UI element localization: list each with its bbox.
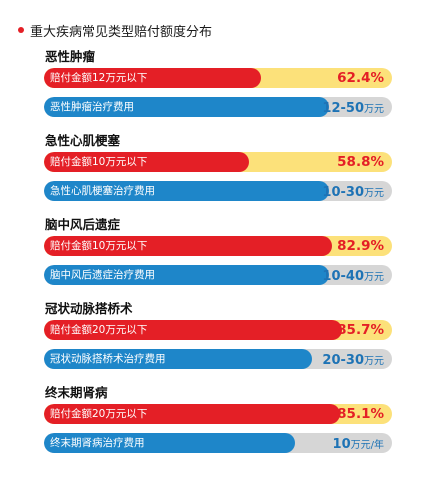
disease-section: 急性心肌梗塞赔付金额10万元以下 58.8% 急性心肌梗塞治疗费用 10-30万元 [0,130,430,216]
cost-bar: 冠状动脉搭桥术治疗费用 20-30万元 [44,349,392,369]
cost-range-unit: 万元/年 [350,440,384,451]
payout-bar-fill [44,404,341,424]
cost-bar: 恶性肿瘤治疗费用 12-50万元 [44,97,392,117]
payout-bar: 赔付金额12万元以下 62.4% [44,68,392,88]
cost-range-value: 20-30 [322,353,364,368]
cost-bar-fill [44,97,330,117]
cost-label: 脑中风后遗症治疗费用 [50,269,155,281]
cost-label: 急性心肌梗塞治疗费用 [50,185,155,197]
cost-bar-fill [44,349,312,369]
payout-label: 赔付金额10万元以下 [50,156,148,168]
cost-range-unit: 万元 [364,104,384,115]
payout-bar-fill [44,152,249,172]
payout-label: 赔付金额12万元以下 [50,72,148,84]
payout-bar-fill [44,68,262,88]
chart-title: 重大疾病常见类型赔付额度分布 [30,24,213,40]
cost-label: 冠状动脉搭桥术治疗费用 [50,353,166,365]
cost-range-value: 10 [332,437,351,452]
payout-percentage: 58.8% [337,154,384,170]
cost-range-value: 12-50 [322,101,364,116]
payout-label: 赔付金额10万元以下 [50,240,148,252]
disease-section: 冠状动脉搭桥术赔付金额20万元以下 85.7% 冠状动脉搭桥术治疗费用 20-30万元 [0,298,430,384]
payout-bar: 赔付金额10万元以下 82.9% [44,236,392,256]
payout-percentage: 85.1% [337,406,384,422]
cost-range-unit: 万元 [364,272,384,283]
disease-section: 恶性肿瘤赔付金额12万元以下 62.4% 恶性肿瘤治疗费用 12-50万元 [0,46,430,132]
disease-section: 脑中风后遗症赔付金额10万元以下 82.9% 脑中风后遗症治疗费用 10-40万元 [0,214,430,300]
payout-bar: 赔付金额10万元以下 58.8% [44,152,392,172]
title-bullet-icon [18,27,24,33]
disease-name: 急性心肌梗塞 [45,133,121,148]
disease-section: 终末期肾病赔付金额20万元以下 85.1% 终末期肾病治疗费用 10万元/年 [0,382,430,468]
cost-bar: 脑中风后遗症治疗费用 10-40万元 [44,265,392,285]
cost-range: 10-30万元 [322,181,384,201]
disease-name: 脑中风后遗症 [45,217,121,232]
cost-range: 12-50万元 [322,97,384,117]
cost-range-value: 10-40 [322,269,364,284]
cost-range-unit: 万元 [364,356,384,367]
cost-range-unit: 万元 [364,188,384,199]
payout-percentage: 62.4% [337,70,384,86]
payout-bar: 赔付金额20万元以下 85.7% [44,320,392,340]
chart-header: 重大疾病常见类型赔付额度分布 [18,20,212,40]
cost-range-value: 10-30 [322,185,364,200]
cost-range: 20-30万元 [322,349,384,369]
cost-bar: 终末期肾病治疗费用 10万元/年 [44,433,392,453]
payout-percentage: 82.9% [337,238,384,254]
disease-name: 恶性肿瘤 [45,49,96,64]
cost-bar: 急性心肌梗塞治疗费用 10-30万元 [44,181,392,201]
disease-name: 终末期肾病 [45,385,108,400]
cost-range: 10-40万元 [322,265,384,285]
payout-bar-fill [44,320,343,340]
payout-percentage: 85.7% [337,322,384,338]
cost-label: 终末期肾病治疗费用 [50,437,145,449]
cost-range: 10万元/年 [333,433,384,453]
cost-label: 恶性肿瘤治疗费用 [50,101,134,113]
payout-label: 赔付金额20万元以下 [50,408,148,420]
disease-name: 冠状动脉搭桥术 [45,301,133,316]
cost-bar-fill [44,181,330,201]
payout-bar: 赔付金额20万元以下 85.1% [44,404,392,424]
cost-bar-fill [44,433,295,453]
payout-bar-fill [44,236,333,256]
cost-bar-fill [44,265,330,285]
payout-label: 赔付金额20万元以下 [50,324,148,336]
